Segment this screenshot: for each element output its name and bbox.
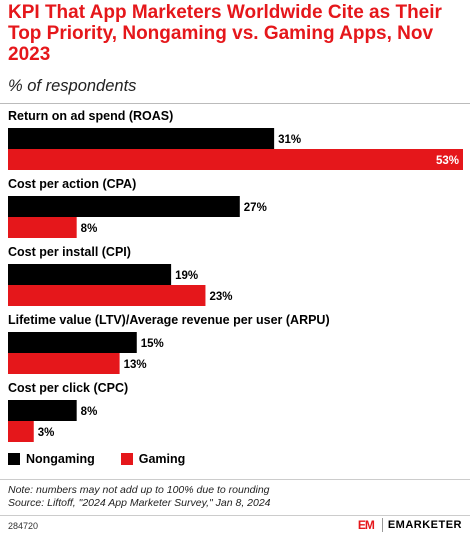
bar-gaming-5 [8,421,34,442]
bar-nongaming-5 [8,400,77,421]
bar-nongaming-4 [8,332,137,353]
category-label-cost-per-action-cpa: Cost per action (CPA) [8,177,136,191]
footnote: Note: numbers may not add up to 100% due… [8,484,271,510]
chart-title: KPI That App Marketers Worldwide Cite as… [8,2,442,65]
top-divider [0,103,470,104]
chart-subtitle: % of respondents [8,77,137,95]
value-label-gaming-1: 53% [436,155,459,167]
brand-name: EMARKETER [387,519,462,531]
value-label-gaming-5: 3% [38,427,55,439]
value-label-gaming-2: 8% [81,223,98,235]
bar-chart: Return on ad spend (ROAS) 31% 53% Cost per … [8,109,463,442]
category-label-cost-per-install-cpi: Cost per install (CPI) [8,245,131,259]
brand-logo: EM EMARKETER [355,517,462,533]
brand-separator [381,518,383,532]
category-label-cost-per-click-cpc: Cost per click (CPC) [8,381,128,395]
category-label-return-on-ad-spend-roas: Return on ad spend (ROAS) [8,109,173,123]
legend-item-nongaming: Nongaming [8,452,95,466]
legend-label-nongaming: Nongaming [26,452,95,466]
footer-divider [0,479,470,480]
em-logo-icon: EM [357,518,375,532]
value-label-nongaming-5: 8% [81,406,98,418]
value-label-gaming-4: 13% [124,359,147,371]
source-text: Source: Liftoff, "2024 App Marketer Surv… [8,497,271,509]
legend-label-gaming: Gaming [138,452,186,466]
category-label-lifetime-value-ltv-avera: Lifetime value (LTV)/Average revenue per… [8,313,330,327]
value-label-nongaming-3: 19% [175,270,198,282]
bar-gaming-3 [8,285,206,306]
legend-item-gaming: Gaming [120,452,186,466]
bar-gaming-1 [8,149,463,170]
legend-swatch-gaming [120,453,133,465]
value-label-nongaming-4: 15% [141,338,164,350]
bar-gaming-4 [8,353,120,374]
bar-nongaming-3 [8,264,172,285]
bar-nongaming-2 [8,196,240,217]
value-label-nongaming-1: 31% [278,134,301,146]
note-text: Note: numbers may not add up to 100% due… [8,484,270,496]
bar-nongaming-1 [8,128,275,149]
value-label-gaming-3: 23% [209,291,232,303]
legend-swatch-nongaming [8,453,20,465]
legend: Nongaming Gaming [8,452,211,466]
bottom-divider [0,515,470,516]
value-label-nongaming-2: 27% [244,202,267,214]
bar-gaming-2 [8,217,77,238]
chart-id: 284720 [8,521,39,531]
